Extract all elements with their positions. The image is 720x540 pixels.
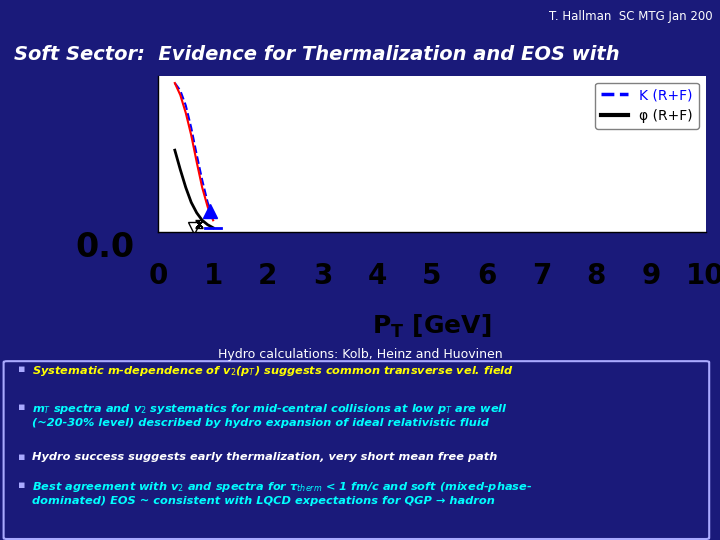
Text: 8: 8 bbox=[587, 262, 606, 291]
Text: ▪: ▪ bbox=[18, 452, 25, 462]
Text: 0.0: 0.0 bbox=[76, 231, 135, 264]
Text: 6: 6 bbox=[477, 262, 496, 291]
Text: ▪: ▪ bbox=[18, 402, 25, 412]
Text: ▪: ▪ bbox=[18, 480, 25, 490]
Text: Soft Sector:  Evidence for Thermalization and EOS with: Soft Sector: Evidence for Thermalization… bbox=[14, 44, 620, 64]
Text: $\mathbf{P_T}$ [GeV]: $\mathbf{P_T}$ [GeV] bbox=[372, 313, 492, 340]
Text: 5: 5 bbox=[422, 262, 442, 291]
Text: 3: 3 bbox=[313, 262, 332, 291]
Legend: K (R+F), φ (R+F): K (R+F), φ (R+F) bbox=[595, 83, 698, 129]
Text: 10: 10 bbox=[686, 262, 720, 291]
Text: 0: 0 bbox=[149, 262, 168, 291]
Text: ▪: ▪ bbox=[18, 364, 25, 374]
Text: 9: 9 bbox=[642, 262, 660, 291]
Text: Best agreement with v$_2$ and spectra for τ$_{therm}$ < 1 fm/c and soft (mixed-p: Best agreement with v$_2$ and spectra fo… bbox=[32, 480, 533, 505]
Text: Hydro success suggests early thermalization, very short mean free path: Hydro success suggests early thermalizat… bbox=[32, 452, 498, 462]
Text: m$_T$ spectra and v$_2$ systematics for mid-central collisions at low p$_T$ are : m$_T$ spectra and v$_2$ systematics for … bbox=[32, 402, 508, 428]
Text: T. Hallman  SC MTG Jan 200: T. Hallman SC MTG Jan 200 bbox=[549, 10, 713, 23]
Text: 1: 1 bbox=[204, 262, 222, 291]
Text: 2: 2 bbox=[258, 262, 277, 291]
Text: Hydro calculations: Kolb, Heinz and Huovinen: Hydro calculations: Kolb, Heinz and Huov… bbox=[217, 348, 503, 361]
Text: 7: 7 bbox=[532, 262, 551, 291]
Text: 4: 4 bbox=[368, 262, 387, 291]
Text: Systematic m-dependence of v$_2$(p$_T$) suggests common transverse vel. field: Systematic m-dependence of v$_2$(p$_T$) … bbox=[32, 364, 514, 378]
